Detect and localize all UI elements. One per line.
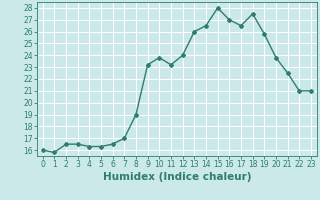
X-axis label: Humidex (Indice chaleur): Humidex (Indice chaleur) [102, 172, 251, 182]
